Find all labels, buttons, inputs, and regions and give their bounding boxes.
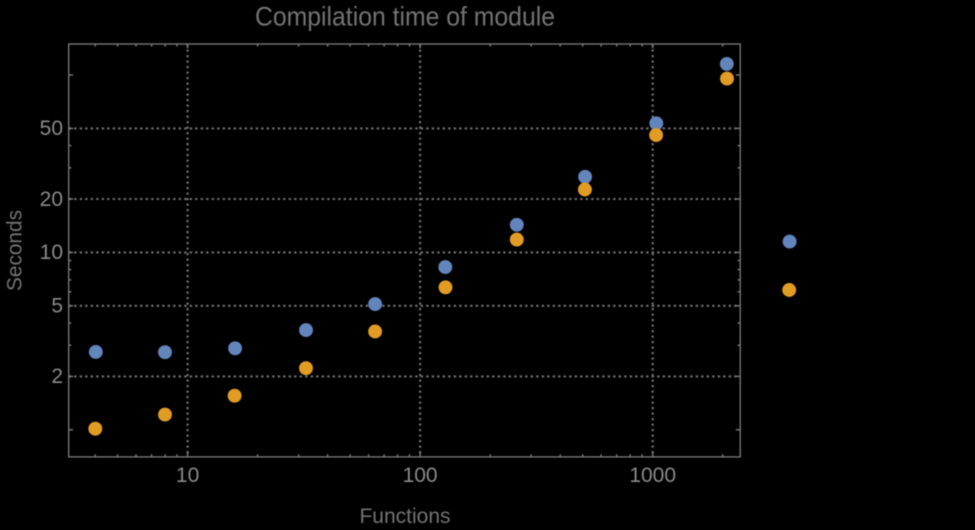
svg-text:Seconds: Seconds xyxy=(4,210,27,291)
svg-text:5: 5 xyxy=(51,295,63,318)
svg-text:20: 20 xyxy=(40,188,63,211)
svg-text:2: 2 xyxy=(51,365,63,388)
svg-text:Compilation time of module: Compilation time of module xyxy=(255,1,555,32)
svg-text:Functions: Functions xyxy=(359,505,450,525)
svg-text:50: 50 xyxy=(40,117,63,140)
svg-text:100: 100 xyxy=(403,464,438,487)
svg-text:10: 10 xyxy=(40,241,63,264)
svg-text:10: 10 xyxy=(176,464,199,487)
svg-text:1000: 1000 xyxy=(629,464,676,487)
